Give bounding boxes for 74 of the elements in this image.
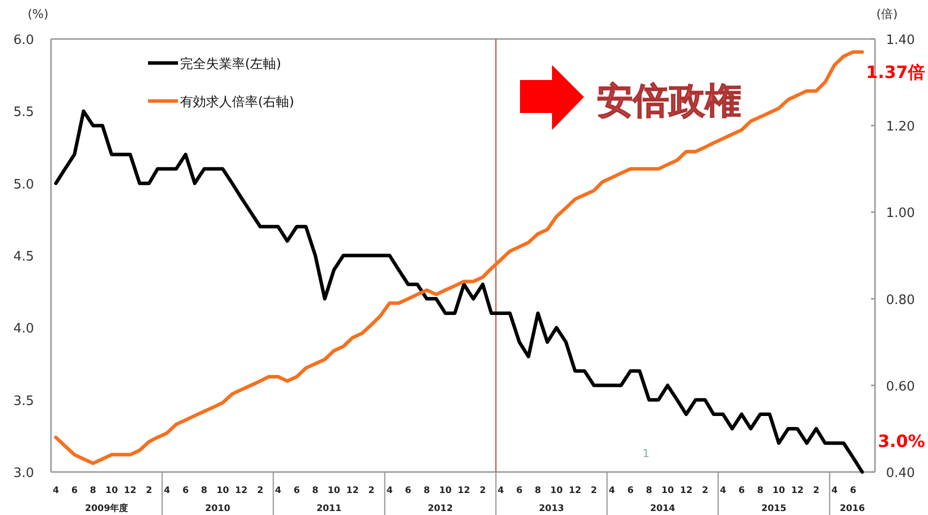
x-tick-label: 10 [105, 486, 118, 496]
x-tick-label: 10 [439, 486, 452, 496]
x-tick-label: 4 [720, 486, 726, 496]
y2-tick-label: 0.60 [886, 379, 915, 394]
y2-axis-title: (倍) [876, 7, 898, 21]
x-tick-label: 4 [52, 486, 60, 496]
x-tick-label: 10 [328, 486, 340, 496]
x-tick-label: 2 [702, 486, 708, 496]
y-tick-label: 3.0 [13, 466, 34, 481]
x-tick-label: 12 [346, 486, 359, 496]
x-tick-label: 6 [405, 486, 412, 496]
x-tick-label: 8 [424, 486, 430, 496]
x-tick-label: 10 [661, 486, 674, 496]
y2-tick-label: 1.40 [886, 33, 915, 48]
y-tick-label: 4.0 [13, 322, 34, 337]
text: 2011 [316, 504, 342, 514]
legend-label: 有効求人倍率(右軸) [180, 94, 294, 110]
y-tick-label: 5.5 [13, 105, 34, 120]
x-tick-label: 8 [201, 486, 208, 496]
y2-tick-label: 1.00 [886, 206, 915, 222]
text: 2015 [761, 504, 786, 514]
annotation: 1 [642, 447, 650, 460]
x-tick-label: 8 [646, 486, 652, 496]
annotation: 1.37倍 [866, 62, 925, 83]
x-tick-label: 8 [534, 486, 542, 496]
x-tick-label: 2 [813, 486, 820, 496]
x-tick-label: 10 [550, 486, 563, 496]
x-tick-label: 2 [146, 486, 152, 496]
x-tick-label: 12 [791, 486, 804, 496]
x-tick-label: 6 [294, 486, 300, 496]
x-tick-label: 12 [124, 486, 136, 496]
y-tick-label: 4.5 [13, 250, 34, 264]
x-tick-label: 12 [568, 486, 582, 496]
x-tick-label: 6 [738, 486, 745, 496]
x-tick-label: 4 [608, 486, 616, 496]
x-tick-label: 2 [480, 486, 486, 496]
x-tick-label: 6 [516, 486, 522, 496]
x-tick-label: 4 [498, 486, 504, 496]
x-tick-label: 6 [182, 486, 189, 496]
x-tick-label: 6 [850, 486, 856, 496]
text: 2014 [650, 504, 676, 514]
y-tick-label: 5.0 [13, 177, 34, 192]
x-tick-label: 12 [680, 486, 692, 496]
x-tick-label: 10 [216, 486, 230, 496]
x-tick-label: 4 [164, 486, 170, 496]
x-tick-label: 8 [90, 486, 96, 496]
text: 2010 [205, 504, 230, 514]
x-tick-label: 12 [235, 486, 248, 496]
x-tick-label: 4 [831, 486, 838, 496]
x-tick-label: 2 [590, 486, 598, 496]
y2-tick-label: 0.40 [886, 466, 915, 481]
y2-tick-label: 0.80 [886, 292, 915, 308]
legend-label: 完全失業率(左軸) [180, 56, 282, 72]
text: 2016 [840, 504, 865, 514]
y2-tick-label: 1.20 [886, 120, 915, 135]
x-tick-label: 4 [386, 486, 393, 496]
text: 3.0% [878, 432, 925, 452]
text: 2012 [428, 504, 453, 514]
x-tick-label: 8 [757, 486, 764, 496]
y-axis-title: (%) [28, 7, 48, 21]
annotation: 安倍政権 [597, 81, 741, 122]
x-tick-label: 12 [458, 486, 470, 496]
line-series [54, 50, 864, 466]
x-tick-label: 4 [275, 486, 282, 496]
x-tick-label: 8 [312, 486, 318, 496]
y-tick-label: 6.0 [13, 33, 34, 48]
text: 2013 [538, 504, 564, 514]
y-tick-label: 3.5 [13, 394, 34, 409]
x-tick-label: 6 [627, 486, 634, 496]
text: 2009年度 [85, 503, 128, 514]
x-tick-label: 10 [772, 486, 786, 496]
x-tick-label: 6 [71, 486, 78, 496]
x-tick-label: 2 [257, 486, 264, 496]
x-tick-label: 2 [368, 486, 374, 496]
